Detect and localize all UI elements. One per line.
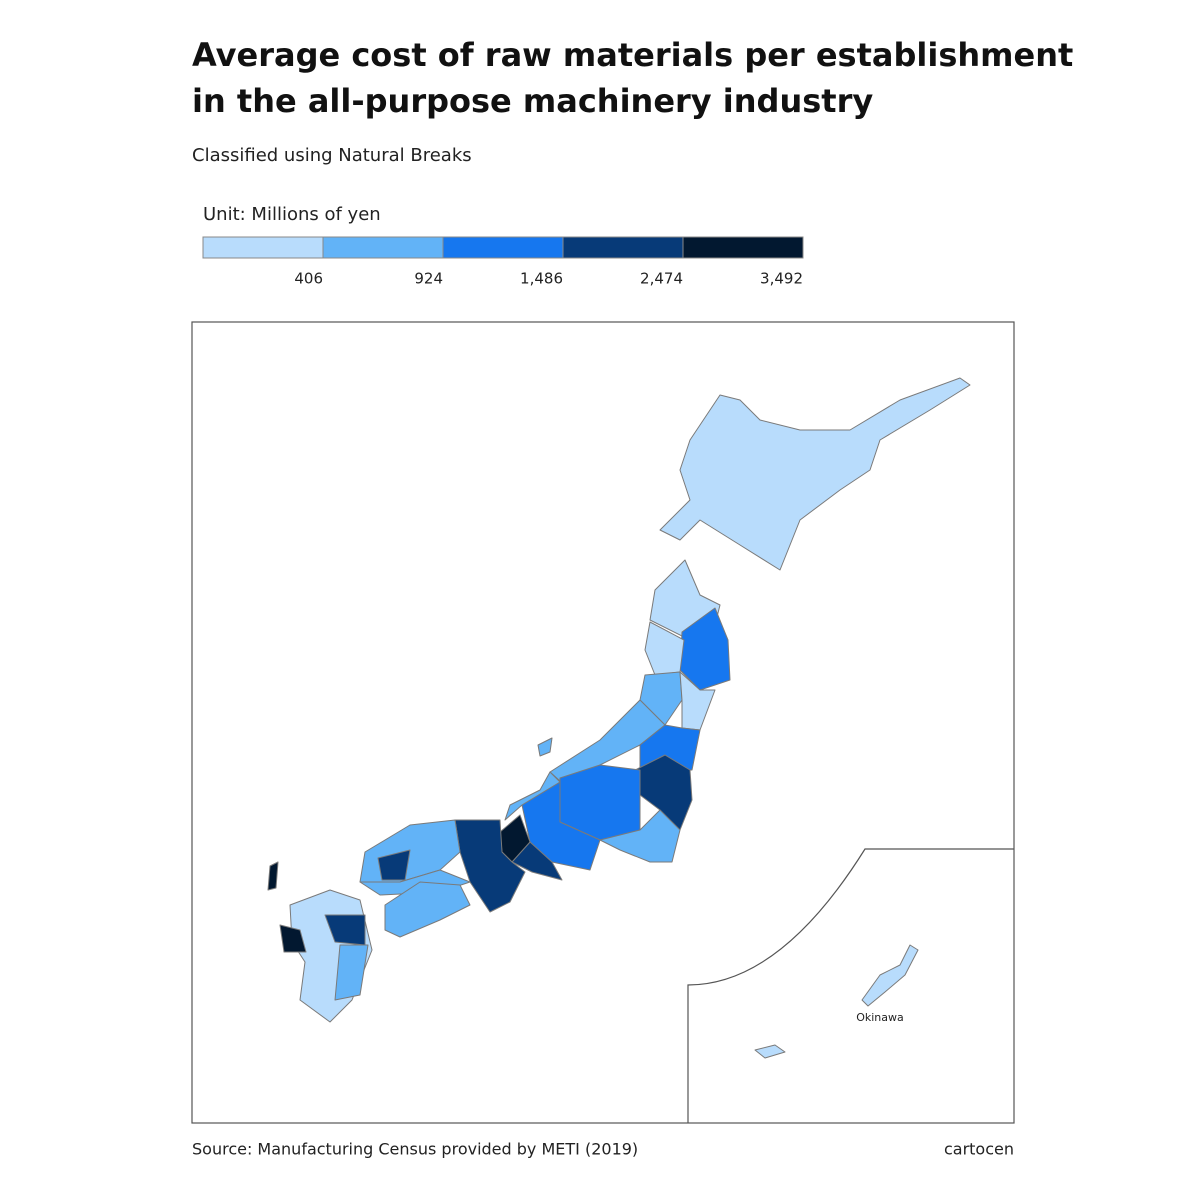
miyazaki — [334, 944, 369, 1001]
inset-label: Okinawa — [856, 1011, 904, 1024]
title-line: Average cost of raw materials per establ… — [192, 36, 1074, 74]
oita — [324, 914, 366, 946]
legend-tick-label: 2,474 — [640, 270, 683, 288]
kansai — [454, 819, 526, 913]
credit: cartocen — [944, 1140, 1014, 1159]
legend-swatch — [442, 236, 564, 259]
hokkaido — [659, 377, 971, 571]
legend-tick-label: 406 — [294, 270, 323, 288]
legend-tick-label: 1,486 — [520, 270, 563, 288]
source: Source: Manufacturing Census provided by… — [192, 1140, 638, 1159]
title-line: in the all-purpose machinery industry — [192, 82, 874, 120]
okinawa — [861, 944, 919, 1007]
kanto-south — [599, 809, 681, 863]
legend-swatch — [202, 236, 324, 259]
tochigi-ibaraki — [634, 754, 693, 831]
legend-swatch — [322, 236, 444, 259]
prefectures — [267, 377, 971, 1059]
inset-frame — [687, 848, 1014, 1123]
shikoku — [384, 881, 471, 938]
legend-title: Unit: Millions of yen — [203, 204, 381, 225]
legend: 406 924 1,486 2,474 3,492 — [202, 236, 804, 288]
sakishima — [754, 1044, 786, 1059]
sado — [537, 737, 553, 757]
legend-swatch — [682, 236, 804, 259]
subtitle: Classified using Natural Breaks — [192, 145, 472, 166]
legend-tick-label: 924 — [414, 270, 443, 288]
tsushima — [267, 861, 279, 891]
legend-tick-label: 3,492 — [760, 270, 803, 288]
hokuriku — [504, 771, 561, 821]
yamagata — [639, 671, 683, 726]
legend-swatch — [562, 236, 684, 259]
nagasaki — [279, 924, 307, 953]
map-frame — [191, 321, 1015, 1124]
